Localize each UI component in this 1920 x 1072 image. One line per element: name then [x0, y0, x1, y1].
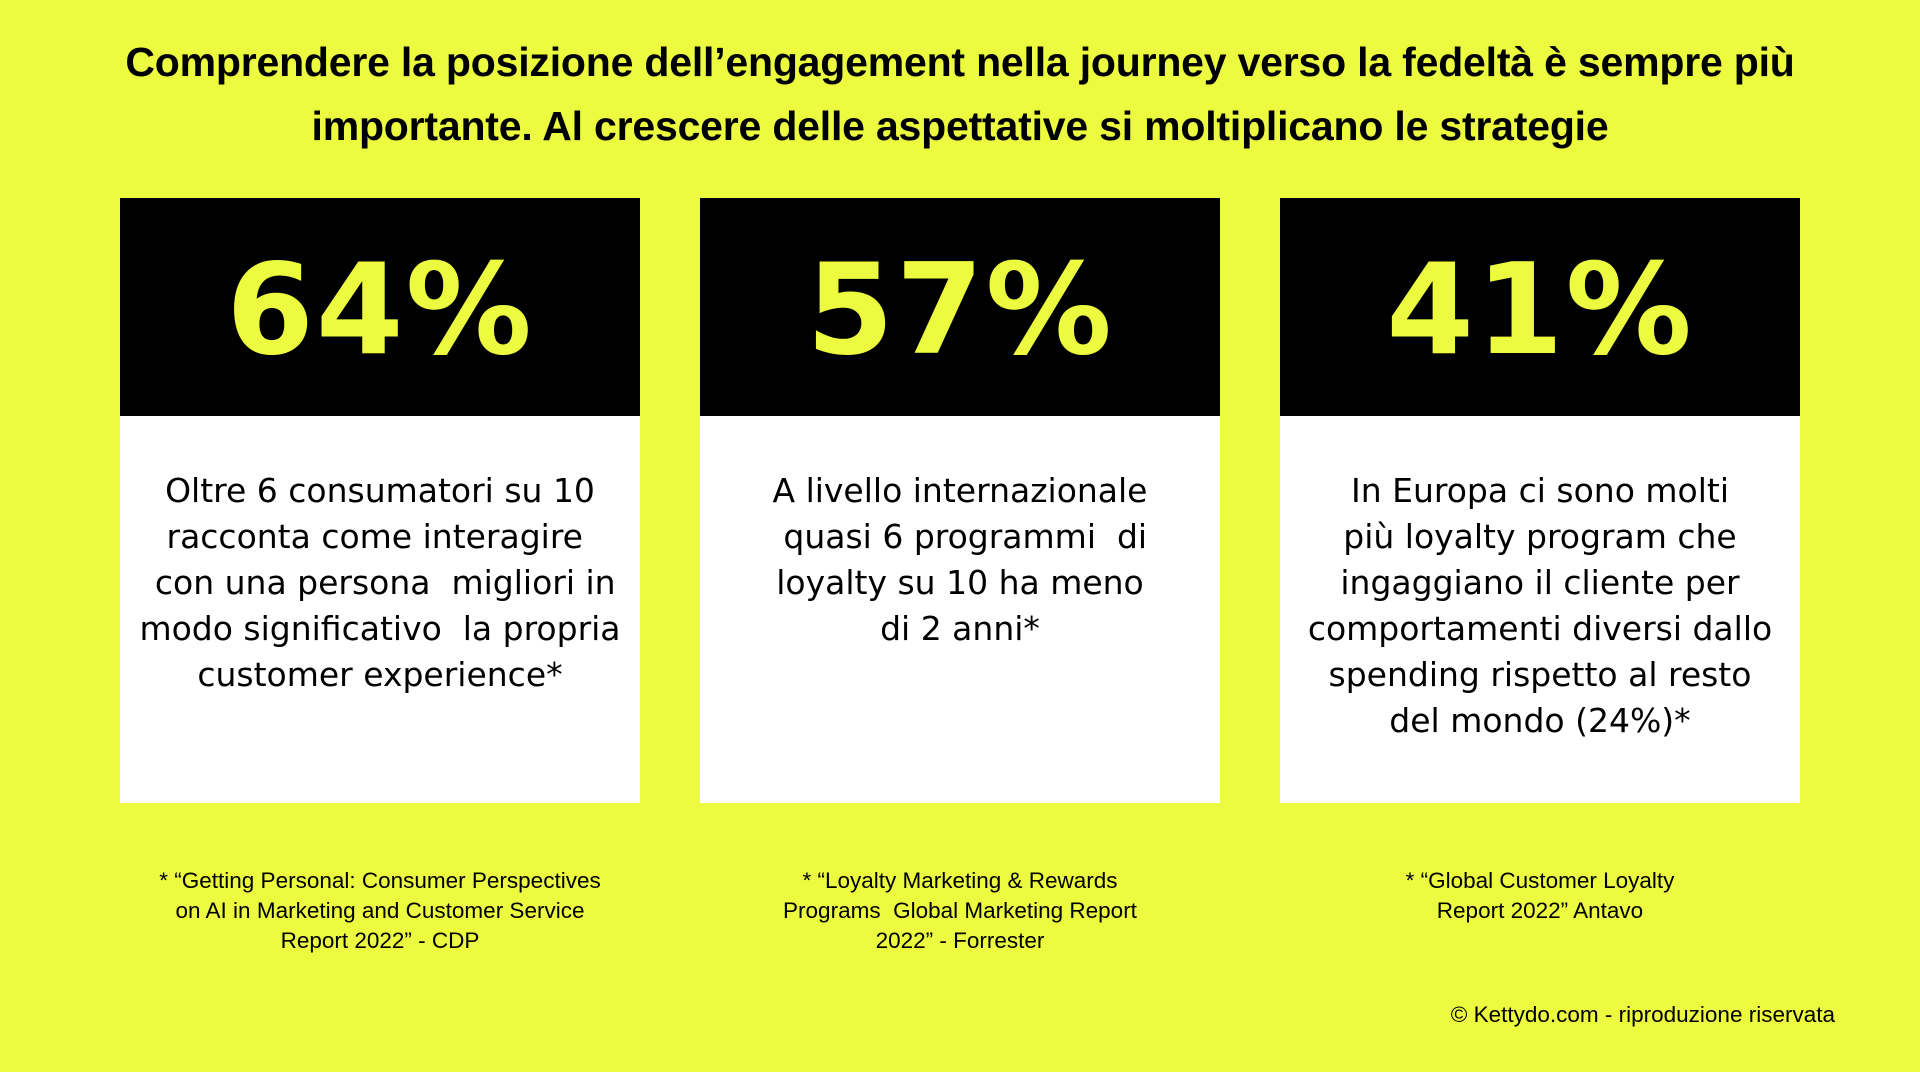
stat-card-header: 64%	[120, 198, 640, 416]
stat-card-header: 57%	[700, 198, 1220, 416]
stat-description-line: con una persona migliori in	[144, 563, 616, 602]
source-note-line: * “Getting Personal: Consumer Perspectiv…	[159, 868, 601, 893]
stat-description-line: Oltre 6 consumatori su 10	[165, 471, 595, 510]
stat-card-41: 41% In Europa ci sono molti più loyalty …	[1280, 198, 1800, 803]
stat-description: A livello internazionale quasi 6 program…	[700, 416, 1220, 803]
copyright-notice: © Kettydo.com - riproduzione riservata	[1450, 1002, 1835, 1027]
stat-description: In Europa ci sono molti più loyalty prog…	[1280, 416, 1800, 803]
source-note-line: Report 2022” Antavo	[1436, 898, 1644, 923]
stat-description-line: del mondo (24%)*	[1389, 701, 1691, 740]
stat-description-line: di 2 anni*	[880, 609, 1040, 648]
stat-description-line: A livello internazionale	[772, 471, 1148, 510]
source-note-line: * “Global Customer Loyalty	[1405, 868, 1675, 893]
stat-card-57: 57% A livello internazionale quasi 6 pro…	[700, 198, 1220, 803]
source-note-line: on AI in Marketing and Customer Service	[175, 898, 585, 923]
page-title: Comprendere la posizione dell’engagement…	[0, 30, 1920, 158]
stat-value: 57%	[806, 235, 1114, 383]
stat-card-64: 64% Oltre 6 consumatori su 10 racconta c…	[120, 198, 640, 803]
stat-description: Oltre 6 consumatori su 10 racconta come …	[120, 416, 640, 803]
stat-description-line: quasi 6 programmi di	[772, 517, 1148, 556]
stat-description-line: racconta come interagire	[166, 517, 594, 556]
stat-description-line: customer experience*	[197, 655, 563, 694]
page-title-line: importante. Al crescere delle aspettativ…	[311, 103, 1609, 149]
source-note: * “Global Customer Loyalty Report 2022” …	[1260, 866, 1820, 926]
stat-value: 41%	[1386, 235, 1694, 383]
stat-card-header: 41%	[1280, 198, 1800, 416]
source-note-line: Programs Global Marketing Report	[783, 898, 1137, 923]
stat-description-line: loyalty su 10 ha meno	[776, 563, 1144, 602]
source-note-line: 2022” - Forrester	[875, 928, 1045, 953]
source-note: * “Loyalty Marketing & Rewards Programs …	[680, 866, 1240, 956]
source-note: * “Getting Personal: Consumer Perspectiv…	[100, 866, 660, 956]
stat-description-line: In Europa ci sono molti	[1351, 471, 1729, 510]
stat-description-line: comportamenti diversi dallo	[1307, 609, 1773, 648]
stat-value: 64%	[226, 235, 534, 383]
stat-description-line: modo significativo la propria	[139, 609, 621, 648]
page-title-line: Comprendere la posizione dell’engagement…	[125, 39, 1795, 85]
stat-description-line: spending rispetto al resto	[1328, 655, 1752, 694]
stat-description-line: ingaggiano il cliente per	[1340, 563, 1740, 602]
source-note-line: * “Loyalty Marketing & Rewards	[802, 868, 1118, 893]
source-note-line: Report 2022” - CDP	[280, 928, 480, 953]
stat-description-line: più loyalty program che	[1343, 517, 1737, 556]
